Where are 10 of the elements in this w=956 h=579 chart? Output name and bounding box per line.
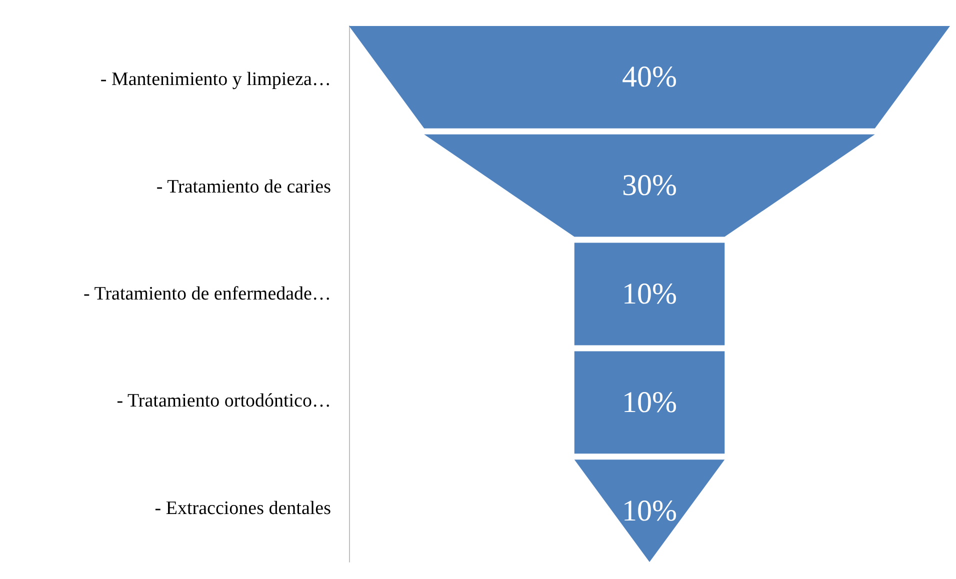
data-label: 10% <box>622 494 677 528</box>
data-label: 10% <box>622 278 677 310</box>
category-label: - Tratamiento ortodóntico… <box>116 390 331 412</box>
category-label: - Tratamiento de caries <box>156 176 331 198</box>
data-label: 10% <box>622 386 677 419</box>
category-label: - Tratamiento de enfermedade… <box>84 284 331 304</box>
data-label: 30% <box>622 169 677 202</box>
category-label: - Mantenimiento y limpieza… <box>100 69 331 90</box>
category-label: - Extracciones dentales <box>154 498 331 519</box>
data-label: 40% <box>622 60 677 94</box>
